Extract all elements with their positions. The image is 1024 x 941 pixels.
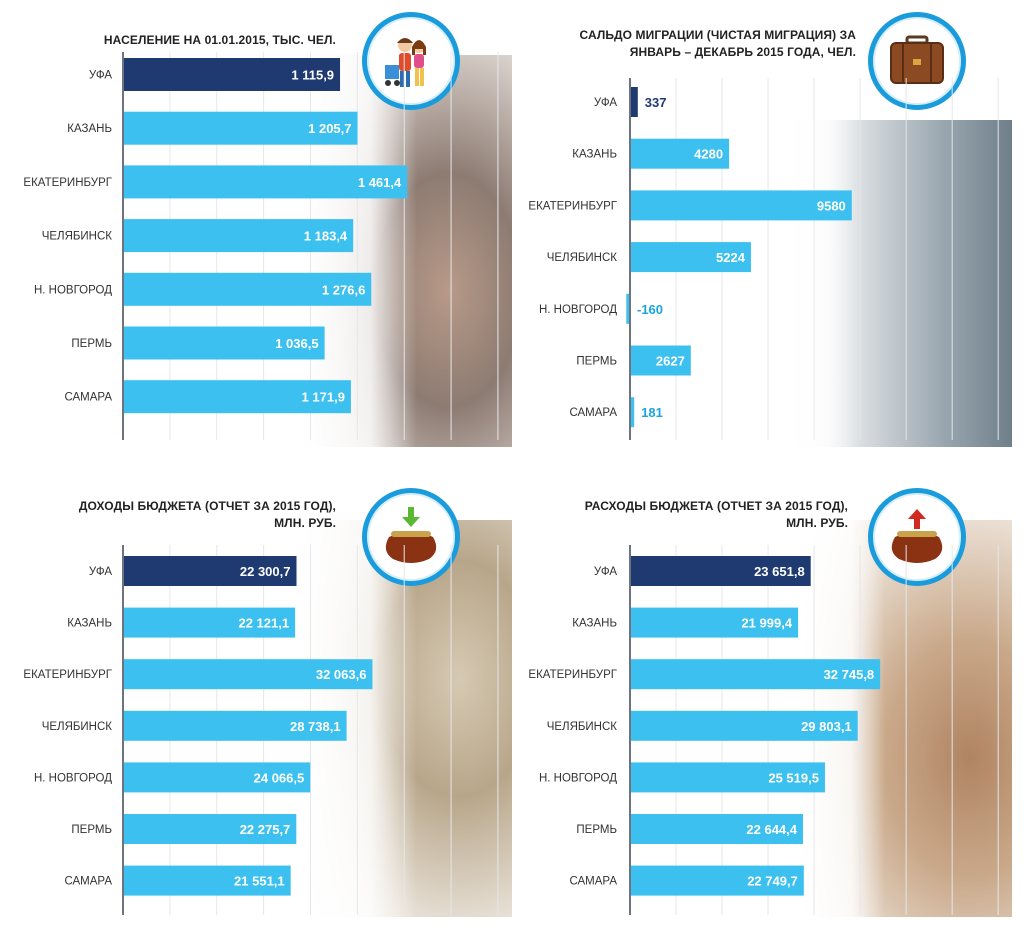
category-label: УФА — [89, 566, 112, 578]
category-label: ЕКАТЕРИНБУРГ — [528, 669, 617, 681]
category-label: САМАРА — [569, 876, 617, 888]
value-label: 1 276,6 — [322, 282, 365, 297]
value-label: 28 738,1 — [290, 719, 341, 734]
category-label: ЧЕЛЯБИНСК — [547, 252, 618, 264]
value-label: 29 803,1 — [801, 719, 852, 734]
bar-city — [630, 607, 799, 638]
value-label: 1 115,9 — [291, 68, 334, 83]
category-label: ЧЕЛЯБИНСК — [42, 231, 113, 243]
bar-city — [123, 607, 296, 638]
value-label: 1 036,5 — [275, 336, 318, 351]
category-label: ЧЕЛЯБИНСК — [547, 721, 618, 733]
bar-city — [630, 659, 881, 690]
value-label: 22 749,7 — [747, 874, 798, 889]
suitcase-icon — [868, 12, 966, 110]
travelers-background — [780, 120, 1012, 447]
bar-city — [123, 814, 297, 844]
bar-city — [123, 272, 372, 306]
value-label: -160 — [637, 302, 663, 317]
category-label: САМАРА — [569, 407, 617, 419]
category-label: УФА — [594, 566, 617, 578]
bar-city — [630, 397, 635, 428]
value-label: 1 171,9 — [302, 390, 345, 405]
category-label: ПЕРМЬ — [576, 824, 617, 836]
category-label: ЕКАТЕРИНБУРГ — [528, 200, 617, 212]
bar-city — [626, 293, 630, 324]
value-label: 1 205,7 — [308, 121, 351, 136]
category-label: Н. НОВГОРОД — [539, 304, 617, 316]
category-label: Н. НОВГОРОД — [34, 284, 112, 296]
bar-highlight — [630, 87, 638, 117]
chart-title-population: НАСЕЛЕНИЕ НА 01.01.2015, ТЫС. ЧЕЛ. — [103, 33, 336, 47]
category-label: КАЗАНЬ — [67, 618, 112, 630]
category-label: ПЕРМЬ — [576, 356, 617, 368]
bar-city — [123, 762, 311, 793]
bar-city — [123, 165, 408, 199]
category-label: ЕКАТЕРИНБУРГ — [23, 177, 112, 189]
category-label: УФА — [594, 97, 617, 109]
value-label: 5224 — [716, 250, 746, 265]
value-label: 9580 — [817, 198, 846, 213]
bar-city — [123, 111, 358, 145]
value-label: 4280 — [694, 147, 723, 162]
value-label: 22 300,7 — [240, 564, 291, 579]
value-label: 337 — [645, 95, 667, 110]
value-label: 21 551,1 — [234, 874, 285, 889]
bar-city — [123, 710, 347, 741]
chart-title-expenses: РАСХОДЫ БЮДЖЕТА (ОТЧЕТ ЗА 2015 ГОД), МЛН… — [584, 499, 848, 530]
bar-city — [630, 865, 804, 896]
bar-city — [123, 659, 373, 690]
value-label: 22 121,1 — [238, 616, 289, 631]
category-label: КАЗАНЬ — [572, 618, 617, 630]
bar-city — [630, 138, 730, 169]
bar-city — [123, 865, 291, 896]
bar-city — [630, 190, 852, 221]
bar-city — [123, 326, 325, 360]
category-label: САМАРА — [64, 876, 112, 888]
bar-city — [630, 814, 804, 844]
bar-city — [630, 710, 858, 741]
purse-in-icon — [362, 488, 460, 586]
category-label: КАЗАНЬ — [67, 123, 112, 135]
value-label: 23 651,8 — [754, 564, 805, 579]
category-label: КАЗАНЬ — [572, 149, 617, 161]
bar-city — [630, 762, 825, 793]
value-label: 22 644,4 — [746, 822, 797, 837]
category-label: Н. НОВГОРОД — [539, 772, 617, 784]
value-label: 32 063,6 — [316, 667, 367, 682]
family-icon — [362, 12, 460, 110]
category-label: ПЕРМЬ — [71, 338, 112, 350]
bar-city — [630, 242, 751, 273]
bar-highlight — [630, 556, 811, 586]
value-label: 1 461,4 — [358, 175, 402, 190]
value-label: 2627 — [656, 354, 685, 369]
category-label: ЧЕЛЯБИНСК — [42, 721, 113, 733]
category-label: САМАРА — [64, 392, 112, 404]
value-label: 24 066,5 — [254, 770, 305, 785]
value-label: 21 999,4 — [741, 616, 792, 631]
purse-out-icon — [868, 488, 966, 586]
category-label: Н. НОВГОРОД — [34, 772, 112, 784]
category-label: УФА — [89, 70, 112, 82]
category-label: ЕКАТЕРИНБУРГ — [23, 669, 112, 681]
value-label: 22 275,7 — [240, 822, 291, 837]
bar-city — [123, 380, 351, 414]
category-label: ПЕРМЬ — [71, 824, 112, 836]
bar-highlight — [123, 58, 341, 91]
value-label: 181 — [641, 405, 663, 420]
bar-highlight — [123, 556, 297, 586]
chart-title-migration: САЛЬДО МИГРАЦИИ (ЧИСТАЯ МИГРАЦИЯ) ЗА ЯНВ… — [579, 28, 856, 59]
chart-title-income: ДОХОДЫ БЮДЖЕТА (ОТЧЕТ ЗА 2015 ГОД), МЛН.… — [78, 499, 336, 530]
bar-city — [123, 219, 354, 253]
bar-city — [630, 345, 691, 376]
value-label: 32 745,8 — [824, 667, 875, 682]
value-label: 25 519,5 — [768, 770, 819, 785]
value-label: 1 183,4 — [304, 229, 348, 244]
